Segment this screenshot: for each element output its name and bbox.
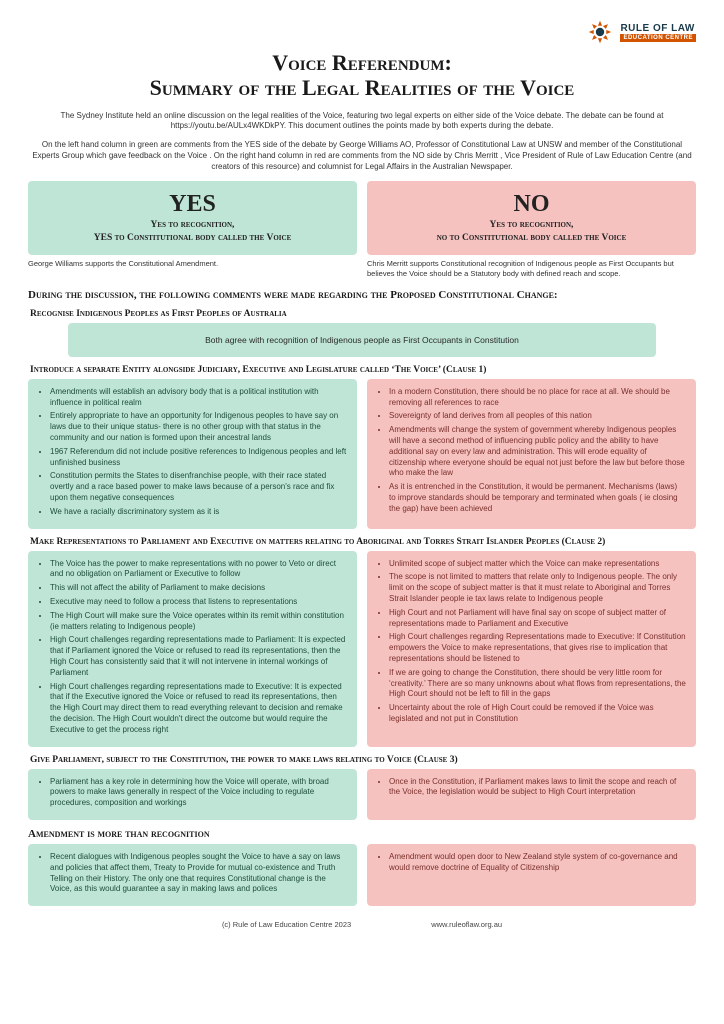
- no-sub1: Yes to recognition,: [375, 220, 688, 232]
- list-item: High Court challenges regarding represen…: [50, 682, 347, 736]
- list-item: We have a racially discriminatory system…: [50, 507, 347, 518]
- no-support: Chris Merritt supports Constitutional re…: [367, 259, 696, 279]
- s2-yes: Amendments will establish an advisory bo…: [28, 379, 357, 529]
- s2-no: In a modern Constitution, there should b…: [367, 379, 696, 529]
- s3-heading: Make Representations to Parliament and E…: [28, 537, 696, 547]
- s5-row: Recent dialogues with Indigenous peoples…: [28, 844, 696, 906]
- s1-heading: Recognise Indigenous Peoples as First Pe…: [28, 309, 696, 319]
- list-item: Uncertainty about the role of High Court…: [389, 703, 686, 725]
- s4-no: Once in the Constitution, if Parliament …: [367, 769, 696, 820]
- list-item: As it is entrenched in the Constitution,…: [389, 482, 686, 514]
- list-item: Once in the Constitution, if Parliament …: [389, 777, 686, 799]
- intro-para-2: On the left hand column in green are com…: [28, 140, 696, 172]
- logo-row: RULE OF LAW EDUCATION CENTRE: [28, 18, 696, 46]
- list-item: High Court challenges regarding Represen…: [389, 632, 686, 664]
- yes-box: YES Yes to recognition, YES to Constitut…: [28, 181, 357, 256]
- list-item: This will not affect the ability of Parl…: [50, 583, 347, 594]
- list-item: Executive may need to follow a process t…: [50, 597, 347, 608]
- s4-heading: Give Parliament, subject to the Constitu…: [28, 755, 696, 765]
- list-item: The scope is not limited to matters that…: [389, 572, 686, 604]
- title-line1: Voice Referendum:: [272, 50, 452, 75]
- list-item: Recent dialogues with Indigenous peoples…: [50, 852, 347, 895]
- s5-heading: Amendment is more than recognition: [28, 828, 696, 840]
- list-item: Entirely appropriate to have an opportun…: [50, 411, 347, 443]
- footer-url: www.ruleoflaw.org.au: [431, 920, 502, 929]
- list-item: High Court and not Parliament will have …: [389, 608, 686, 630]
- list-item: Constitution permits the States to disen…: [50, 471, 347, 503]
- yes-support: George Williams supports the Constitutio…: [28, 259, 357, 269]
- intro-para-1: The Sydney Institute held an online disc…: [28, 111, 696, 133]
- yes-sub2: YES to Constitutional body called the Vo…: [36, 233, 349, 245]
- s4-row: Parliament has a key role in determining…: [28, 769, 696, 820]
- vote-row: YES Yes to recognition, YES to Constitut…: [28, 181, 696, 279]
- yes-big: YES: [36, 191, 349, 218]
- s2-row: Amendments will establish an advisory bo…: [28, 379, 696, 529]
- section-heading: During the discussion, the following com…: [28, 289, 696, 301]
- list-item: The Voice has the power to make represen…: [50, 559, 347, 581]
- s2-heading: Introduce a separate Entity alongside Ju…: [28, 365, 696, 375]
- s4-yes: Parliament has a key role in determining…: [28, 769, 357, 820]
- list-item: High Court challenges regarding represen…: [50, 635, 347, 678]
- s3-row: The Voice has the power to make represen…: [28, 551, 696, 747]
- no-big: NO: [375, 191, 688, 218]
- agree-box: Both agree with recognition of Indigenou…: [68, 323, 656, 357]
- list-item: 1967 Referendum did not include positive…: [50, 447, 347, 469]
- list-item: Amendments will establish an advisory bo…: [50, 387, 347, 409]
- yes-sub1: Yes to recognition,: [36, 220, 349, 232]
- footer-copyright: (c) Rule of Law Education Centre 2023: [222, 920, 351, 929]
- logo-line1: RULE OF LAW: [620, 23, 696, 34]
- list-item: If we are going to change the Constituti…: [389, 668, 686, 700]
- no-box: NO Yes to recognition, no to Constitutio…: [367, 181, 696, 256]
- no-sub2: no to Constitutional body called the Voi…: [375, 233, 688, 245]
- list-item: Unlimited scope of subject matter which …: [389, 559, 686, 570]
- list-item: Amendment would open door to New Zealand…: [389, 852, 686, 874]
- s5-yes: Recent dialogues with Indigenous peoples…: [28, 844, 357, 906]
- title-line2: Summary of the Legal Realities of the Vo…: [150, 75, 575, 100]
- logo-text: RULE OF LAW EDUCATION CENTRE: [620, 23, 696, 42]
- list-item: Parliament has a key role in determining…: [50, 777, 347, 809]
- s5-no: Amendment would open door to New Zealand…: [367, 844, 696, 906]
- s3-no: Unlimited scope of subject matter which …: [367, 551, 696, 747]
- logo-line2: EDUCATION CENTRE: [620, 34, 696, 42]
- logo-icon: [586, 18, 614, 46]
- list-item: Sovereignty of land derives from all peo…: [389, 411, 686, 422]
- list-item: Amendments will change the system of gov…: [389, 425, 686, 479]
- footer: (c) Rule of Law Education Centre 2023 ww…: [28, 920, 696, 929]
- s3-yes: The Voice has the power to make represen…: [28, 551, 357, 747]
- list-item: The High Court will make sure the Voice …: [50, 611, 347, 633]
- list-item: In a modern Constitution, there should b…: [389, 387, 686, 409]
- page-title: Voice Referendum: Summary of the Legal R…: [28, 50, 696, 101]
